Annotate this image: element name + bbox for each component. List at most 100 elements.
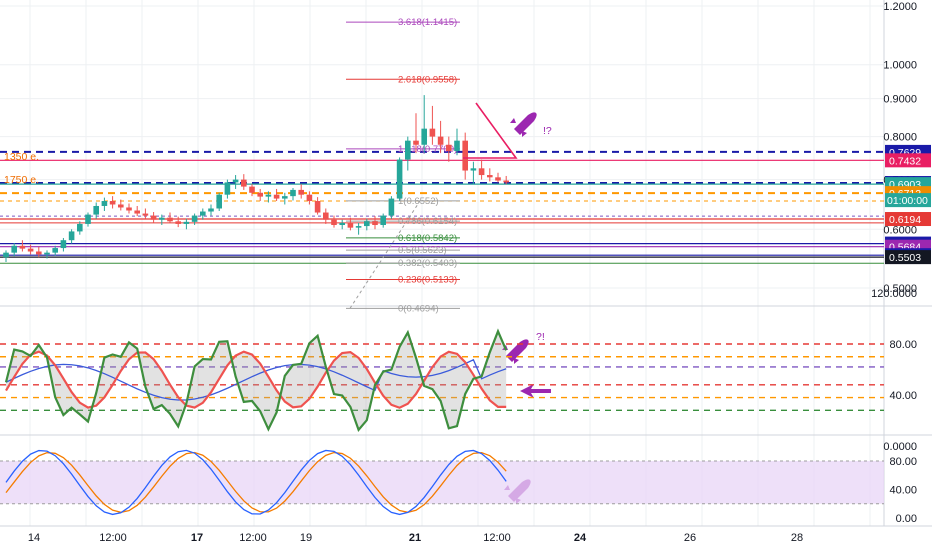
candle-body — [175, 221, 181, 224]
candle-body — [77, 223, 83, 232]
candle-body — [355, 226, 362, 228]
price-axis-tick: 0.6000 — [883, 224, 917, 236]
fib-level-label: 0.236(0.5133) — [398, 275, 457, 286]
candle-body — [257, 192, 263, 197]
rsi-axis-tick: 80.00 — [889, 339, 917, 351]
time-axis-tick: 21 — [409, 532, 421, 544]
candle-body — [68, 231, 75, 241]
price-axis-tick: 1.2000 — [883, 1, 917, 13]
candle-body — [44, 252, 50, 255]
left-label-1750: 1750 e. — [4, 174, 39, 186]
annotation-text: ?! — [536, 331, 545, 343]
price-badge-label: 0.7432 — [889, 155, 921, 167]
fib-level-label: 1(0.6552) — [398, 196, 439, 207]
price-badge-label: 0.5503 — [889, 252, 921, 264]
wedge-pattern — [463, 102, 518, 159]
price-axis-tick: 1.0000 — [883, 60, 917, 72]
candle-body — [200, 211, 206, 216]
candle-body — [429, 128, 436, 137]
candle-body — [19, 245, 26, 249]
candle-body — [183, 221, 190, 224]
candle-body — [273, 194, 280, 199]
fib-level-label: 0.382(0.5403) — [398, 258, 457, 269]
candle-body — [298, 189, 304, 195]
candle-body — [405, 140, 411, 160]
candle-body — [388, 198, 395, 216]
candle-body — [314, 201, 321, 213]
candle-body — [290, 189, 296, 197]
time-axis-tick: 12:00 — [99, 532, 127, 544]
rsi-green-line — [4, 328, 508, 433]
rsi-axis-tick: 40.00 — [889, 390, 917, 402]
candle-body — [134, 210, 140, 214]
candle-body — [36, 251, 42, 255]
candle-body — [347, 222, 354, 228]
price-badge — [885, 250, 931, 265]
candle-body — [208, 208, 214, 212]
candle-body — [232, 179, 239, 183]
candle-body — [462, 140, 468, 171]
candle-body — [265, 194, 272, 197]
price-badge-label: 0.6194 — [889, 214, 921, 226]
candle-body — [323, 212, 329, 220]
rsi-axis-tick: 120.0000 — [871, 288, 917, 300]
candle-body — [150, 215, 157, 220]
time-axis-tick: 24 — [574, 532, 587, 544]
time-axis-tick: 26 — [684, 532, 696, 544]
candle-body — [159, 217, 165, 220]
candle-body — [101, 201, 108, 206]
candle-body — [372, 221, 378, 226]
candle-body — [85, 214, 91, 224]
fib-level-label: 0.618(0.5842) — [398, 233, 457, 244]
stoch-axis-tick: 80.00 — [889, 456, 917, 468]
candle-body — [216, 194, 222, 209]
price-badge — [885, 212, 931, 227]
stoch-axis-tick: 40.00 — [889, 485, 917, 497]
candle-body — [380, 215, 386, 226]
stoch-axis-tick: 0.00 — [896, 513, 917, 525]
fib-level-label: 3.618(1.1415) — [398, 17, 457, 28]
candle-body — [495, 177, 501, 181]
candle-body — [142, 213, 149, 216]
candle-body — [339, 222, 345, 226]
price-axis-tick: 0.5000 — [883, 283, 917, 295]
candle-body — [3, 252, 9, 258]
candle-body — [52, 248, 58, 253]
rsi-axis-tick: 0.0000 — [883, 441, 917, 453]
rocket-icon — [510, 118, 527, 137]
candle-body — [503, 180, 509, 183]
candle-body — [487, 175, 493, 178]
candle-body — [27, 248, 34, 252]
candle-body — [224, 182, 231, 195]
countdown-badge — [885, 193, 931, 208]
candle-body — [364, 221, 370, 227]
candle-body — [93, 205, 99, 215]
candle-body — [413, 140, 419, 145]
candle-body — [421, 128, 427, 145]
fib-level-label: 2.618(0.9558) — [398, 74, 457, 85]
candle-body — [396, 159, 403, 199]
candle-body — [167, 217, 173, 222]
time-axis-tick: 12:00 — [239, 532, 267, 544]
candle-body — [282, 196, 288, 199]
annotation-text: !? — [543, 125, 552, 137]
price-axis-tick: 0.8000 — [883, 132, 917, 144]
candle-body — [446, 144, 452, 152]
price-axis-tick: 0.9000 — [883, 94, 917, 106]
fib-level-label: 0(0.4694) — [398, 303, 439, 314]
candle-body — [109, 201, 116, 205]
stoch-band — [0, 461, 884, 504]
candle-body — [249, 186, 255, 193]
candle-body — [126, 207, 132, 211]
left-label-1350: 1350 e. — [4, 151, 39, 163]
candle-body — [60, 240, 67, 249]
rsi-blue-line — [5, 358, 507, 401]
fib-level-label: 1.618(0.7700) — [398, 144, 457, 155]
time-axis-tick: 28 — [791, 532, 803, 544]
fib-level-label: 0.786(0.6154) — [398, 216, 457, 227]
time-axis-tick: 12:00 — [483, 532, 511, 544]
candle-body — [118, 204, 124, 208]
price-badge — [885, 153, 931, 168]
